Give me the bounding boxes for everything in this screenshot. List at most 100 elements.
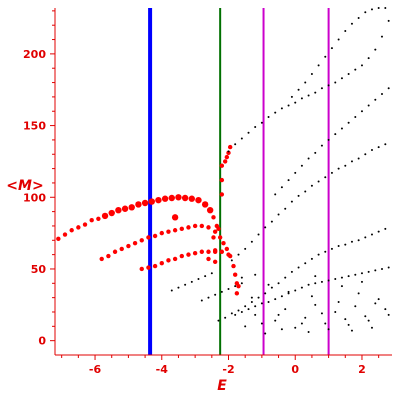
data-point <box>364 315 367 318</box>
data-point <box>324 55 327 58</box>
data-point <box>240 137 243 140</box>
data-point <box>284 276 287 279</box>
data-point <box>370 8 373 11</box>
data-point <box>230 259 233 262</box>
data-point <box>112 249 118 254</box>
data-point <box>290 270 293 273</box>
data-point <box>217 319 220 322</box>
data-point <box>244 247 247 250</box>
data-point <box>139 266 144 272</box>
data-point <box>227 144 233 150</box>
series <box>170 7 390 335</box>
data-point <box>270 220 273 223</box>
data-point <box>387 266 390 269</box>
y-tick-label: 50 <box>31 263 47 276</box>
data-point <box>307 283 310 286</box>
data-point <box>234 291 240 296</box>
data-point <box>89 218 94 223</box>
data-point <box>217 235 223 240</box>
data-point <box>132 240 138 246</box>
data-point <box>384 227 387 230</box>
data-point <box>141 199 149 207</box>
data-point <box>367 270 370 273</box>
data-point <box>101 212 109 220</box>
data-point <box>227 288 230 291</box>
data-point <box>62 232 68 237</box>
data-point <box>330 247 333 250</box>
data-point <box>267 115 270 118</box>
data-point <box>300 286 303 289</box>
data-point <box>314 282 317 285</box>
data-point <box>69 228 74 233</box>
data-point <box>155 196 162 204</box>
data-point <box>267 300 270 303</box>
data-point <box>310 184 313 187</box>
data-point <box>146 265 151 270</box>
data-point <box>226 252 231 257</box>
data-point <box>172 228 178 233</box>
data-point <box>280 295 283 298</box>
data-point <box>190 280 193 283</box>
data-point <box>260 322 263 325</box>
data-point <box>350 329 353 332</box>
x-tick-label: -4 <box>156 363 169 376</box>
data-point <box>387 19 390 22</box>
data-point <box>254 126 257 129</box>
data-point <box>374 269 377 272</box>
data-point <box>212 229 218 234</box>
data-point <box>264 332 267 335</box>
data-point <box>184 283 187 286</box>
data-point <box>350 22 353 25</box>
data-point <box>224 154 230 160</box>
data-point <box>294 326 297 329</box>
data-point <box>254 313 257 316</box>
data-point <box>179 226 184 232</box>
data-point <box>314 275 317 278</box>
data-point <box>126 243 131 249</box>
data-point <box>324 322 327 325</box>
data-point <box>201 201 209 208</box>
data-point <box>287 292 290 295</box>
data-point <box>199 249 205 254</box>
data-point <box>192 250 198 256</box>
data-point <box>347 72 350 75</box>
data-point <box>119 246 124 252</box>
data-point <box>211 235 216 240</box>
y-tick-label: 150 <box>23 120 46 133</box>
data-point <box>237 253 240 256</box>
data-point <box>317 253 320 256</box>
data-point <box>340 77 343 80</box>
data-point <box>300 322 303 325</box>
data-point <box>334 310 337 313</box>
data-point <box>166 229 171 234</box>
data-point <box>310 72 313 75</box>
data-point <box>159 230 164 236</box>
data-point <box>82 222 88 227</box>
data-point <box>357 17 360 20</box>
data-point <box>220 290 223 293</box>
data-point <box>267 283 270 286</box>
data-point <box>320 87 323 90</box>
data-point <box>344 29 347 32</box>
data-point <box>330 171 333 174</box>
data-point <box>334 133 337 136</box>
data-point <box>294 101 297 104</box>
x-tick-label: 0 <box>291 363 299 376</box>
data-point <box>221 240 226 246</box>
data-point <box>307 157 310 160</box>
data-point <box>360 272 363 275</box>
data-point <box>56 236 61 242</box>
data-point <box>280 186 283 189</box>
data-point <box>260 302 263 305</box>
data-point <box>387 87 390 90</box>
data-point <box>367 57 370 60</box>
data-point <box>337 245 340 248</box>
data-point <box>357 239 360 242</box>
data-point <box>172 256 178 262</box>
data-point <box>186 252 191 257</box>
data-point <box>186 225 191 230</box>
data-point <box>197 278 200 281</box>
data-point <box>230 312 233 315</box>
data-point <box>344 243 347 246</box>
